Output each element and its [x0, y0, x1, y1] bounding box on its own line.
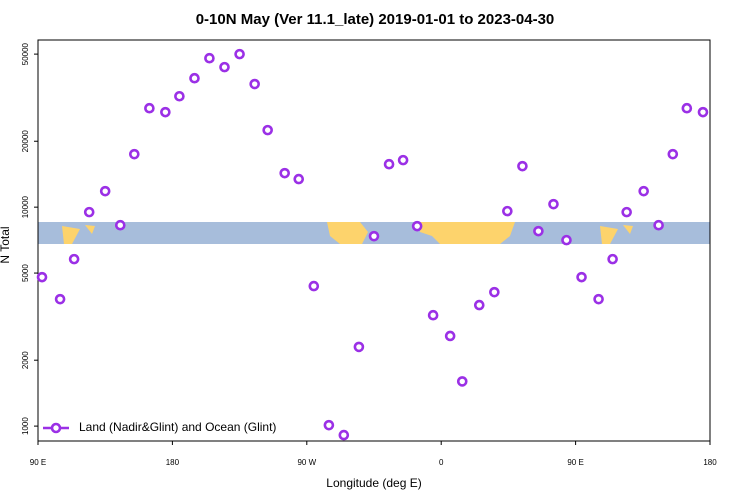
y-tick-label: 5000: [21, 264, 30, 282]
point: [548, 198, 559, 210]
point: [607, 253, 618, 265]
point: [83, 206, 95, 218]
land: [327, 222, 368, 244]
point: [561, 234, 572, 246]
x-tick-label: 0: [439, 458, 444, 467]
y-tick-label: 10000: [21, 195, 30, 218]
point: [234, 48, 245, 60]
point: [129, 148, 140, 160]
point: [353, 341, 365, 353]
point: [621, 206, 632, 218]
land: [62, 225, 95, 244]
y-tick-label: 50000: [21, 42, 30, 65]
point: [189, 72, 200, 84]
point: [249, 78, 260, 90]
point: [293, 173, 305, 185]
point: [262, 124, 273, 136]
point: [473, 299, 485, 311]
point: [144, 102, 155, 114]
x-tick-label: 180: [703, 458, 717, 467]
y-tick-label: 20000: [21, 130, 30, 153]
point: [308, 280, 320, 292]
point: [638, 185, 649, 197]
x-axis-label: Longitude (deg E): [326, 476, 421, 490]
point: [160, 106, 171, 118]
plot-frame: [37, 39, 711, 442]
chart-title: 0-10N May (Ver 11.1_late) 2019-01-01 to …: [196, 11, 555, 28]
y-axis-label: N Total: [0, 226, 12, 263]
point: [593, 293, 604, 305]
point: [667, 148, 679, 160]
point: [338, 429, 350, 441]
point: [517, 160, 528, 172]
point: [36, 271, 48, 283]
point: [279, 167, 290, 179]
y-tick-label: 1000: [21, 417, 30, 435]
point: [219, 61, 230, 73]
point: [204, 52, 215, 64]
legend-marker: [50, 422, 62, 434]
land: [600, 225, 633, 244]
point: [397, 154, 409, 166]
point: [456, 376, 468, 387]
point: [383, 158, 395, 170]
point: [368, 230, 380, 242]
point: [427, 309, 439, 321]
point: [533, 225, 544, 237]
point: [323, 419, 335, 431]
legend-label: Land (Nadir&Glint) and Ocean (Glint): [79, 420, 276, 434]
point: [502, 205, 513, 217]
point: [653, 219, 664, 231]
point: [489, 286, 500, 298]
y-tick-label: 2000: [21, 351, 30, 369]
land: [420, 222, 515, 244]
x-tick-label: 90 W: [297, 458, 316, 467]
x-tick-label: 90 E: [567, 458, 583, 467]
point: [68, 253, 80, 265]
x-tick-label: 90 E: [30, 458, 46, 467]
point: [411, 220, 423, 232]
point: [444, 330, 456, 342]
point: [114, 219, 126, 231]
point: [576, 271, 587, 283]
point: [99, 185, 111, 197]
point: [174, 90, 185, 102]
point: [681, 102, 693, 114]
x-tick-label: 180: [166, 458, 180, 467]
point: [54, 293, 66, 305]
point: [697, 106, 709, 118]
